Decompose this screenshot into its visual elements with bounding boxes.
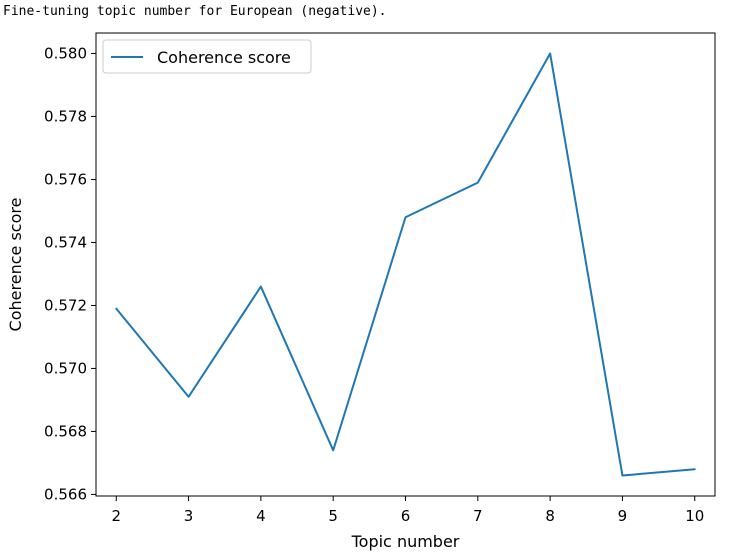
- x-tick-label: 9: [618, 507, 628, 525]
- x-tick-label: 2: [111, 507, 121, 525]
- x-tick-label: 4: [256, 507, 266, 525]
- output-caption: Fine-tuning topic number for European (n…: [3, 4, 387, 19]
- x-tick-label: 7: [473, 507, 483, 525]
- legend-label: Coherence score: [157, 48, 291, 67]
- plot-area-frame: [95, 32, 716, 497]
- y-tick-label: 0.580: [44, 44, 87, 62]
- x-axis-label: Topic number: [351, 532, 460, 551]
- y-tick-label: 0.566: [44, 485, 87, 503]
- y-tick-label: 0.574: [44, 233, 87, 251]
- legend-box: [102, 39, 312, 74]
- x-tick-label: 3: [184, 507, 194, 525]
- series-line: [115, 52, 696, 477]
- y-tick-label: 0.568: [44, 422, 87, 440]
- x-tick-label: 5: [328, 507, 338, 525]
- y-tick-label: 0.578: [44, 107, 87, 125]
- y-axis-label: Coherence score: [6, 198, 25, 332]
- y-tick-label: 0.570: [44, 359, 87, 377]
- x-tick-label: 10: [685, 507, 704, 525]
- y-tick-label: 0.572: [44, 296, 87, 314]
- x-tick-label: 8: [545, 507, 555, 525]
- x-tick-label: 6: [401, 507, 411, 525]
- y-tick-label: 0.576: [44, 170, 87, 188]
